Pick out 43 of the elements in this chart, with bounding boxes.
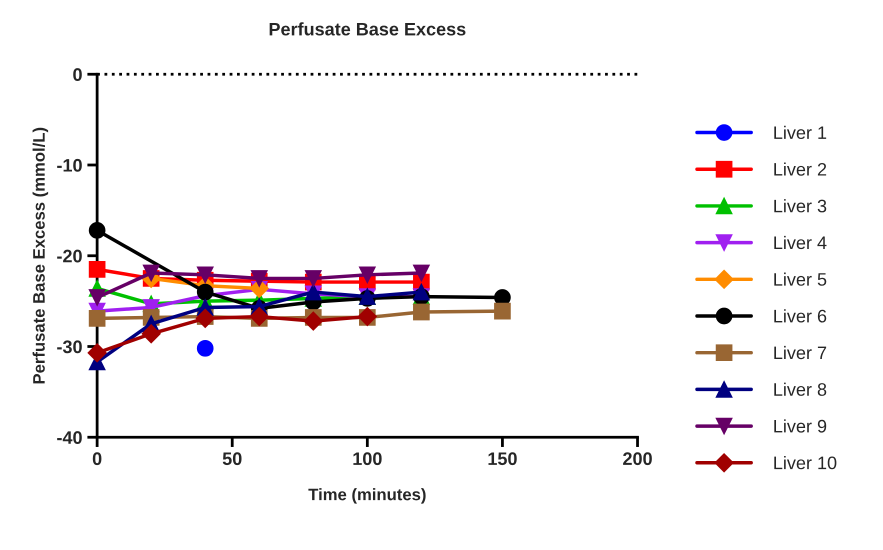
x-tick-label: 50 (222, 452, 242, 466)
x-tick-label: 0 (92, 452, 102, 466)
point (196, 340, 214, 357)
point (304, 312, 323, 331)
legend-label: Liver 10 (774, 456, 836, 470)
legend-label: Liver 5 (774, 272, 826, 286)
legend-label: Liver 2 (774, 162, 826, 176)
legend-label: Liver 1 (774, 126, 826, 140)
y-tick-label: -40 (57, 431, 82, 444)
point (88, 310, 106, 327)
y-tick-label: 0 (73, 68, 82, 81)
point (142, 264, 160, 282)
x-tick-label: 200 (623, 452, 652, 466)
point (142, 324, 161, 344)
y-tick-label: -20 (57, 250, 82, 262)
point (196, 308, 215, 328)
point (88, 222, 106, 239)
y-tick-label: -30 (57, 340, 82, 354)
y-axis-title: Perfusate Base Excess (mmol/L) (32, 128, 48, 384)
point (358, 266, 376, 284)
legend-label: Liver 6 (774, 309, 826, 323)
point (88, 343, 107, 362)
point (494, 302, 511, 320)
point (413, 304, 430, 320)
point (304, 270, 322, 287)
legend-label: Liver 9 (774, 419, 826, 433)
point (196, 266, 214, 284)
legend-label: Liver 4 (774, 236, 827, 250)
y-tick-label: -10 (57, 158, 82, 172)
legend-label: Liver 3 (774, 199, 826, 212)
point (413, 284, 430, 300)
legend-label: Liver 7 (774, 346, 826, 360)
legend-label: Liver 8 (774, 382, 826, 396)
x-tick-label: 100 (353, 452, 382, 466)
point (196, 284, 214, 300)
point (88, 289, 106, 306)
point (250, 270, 268, 287)
x-tick-label: 150 (488, 452, 517, 466)
point (250, 307, 269, 326)
x-axis-title: Time (minutes) (308, 488, 426, 504)
point (88, 261, 106, 278)
chart-title: Perfusate Base Excess (270, 22, 466, 36)
point (413, 264, 430, 282)
